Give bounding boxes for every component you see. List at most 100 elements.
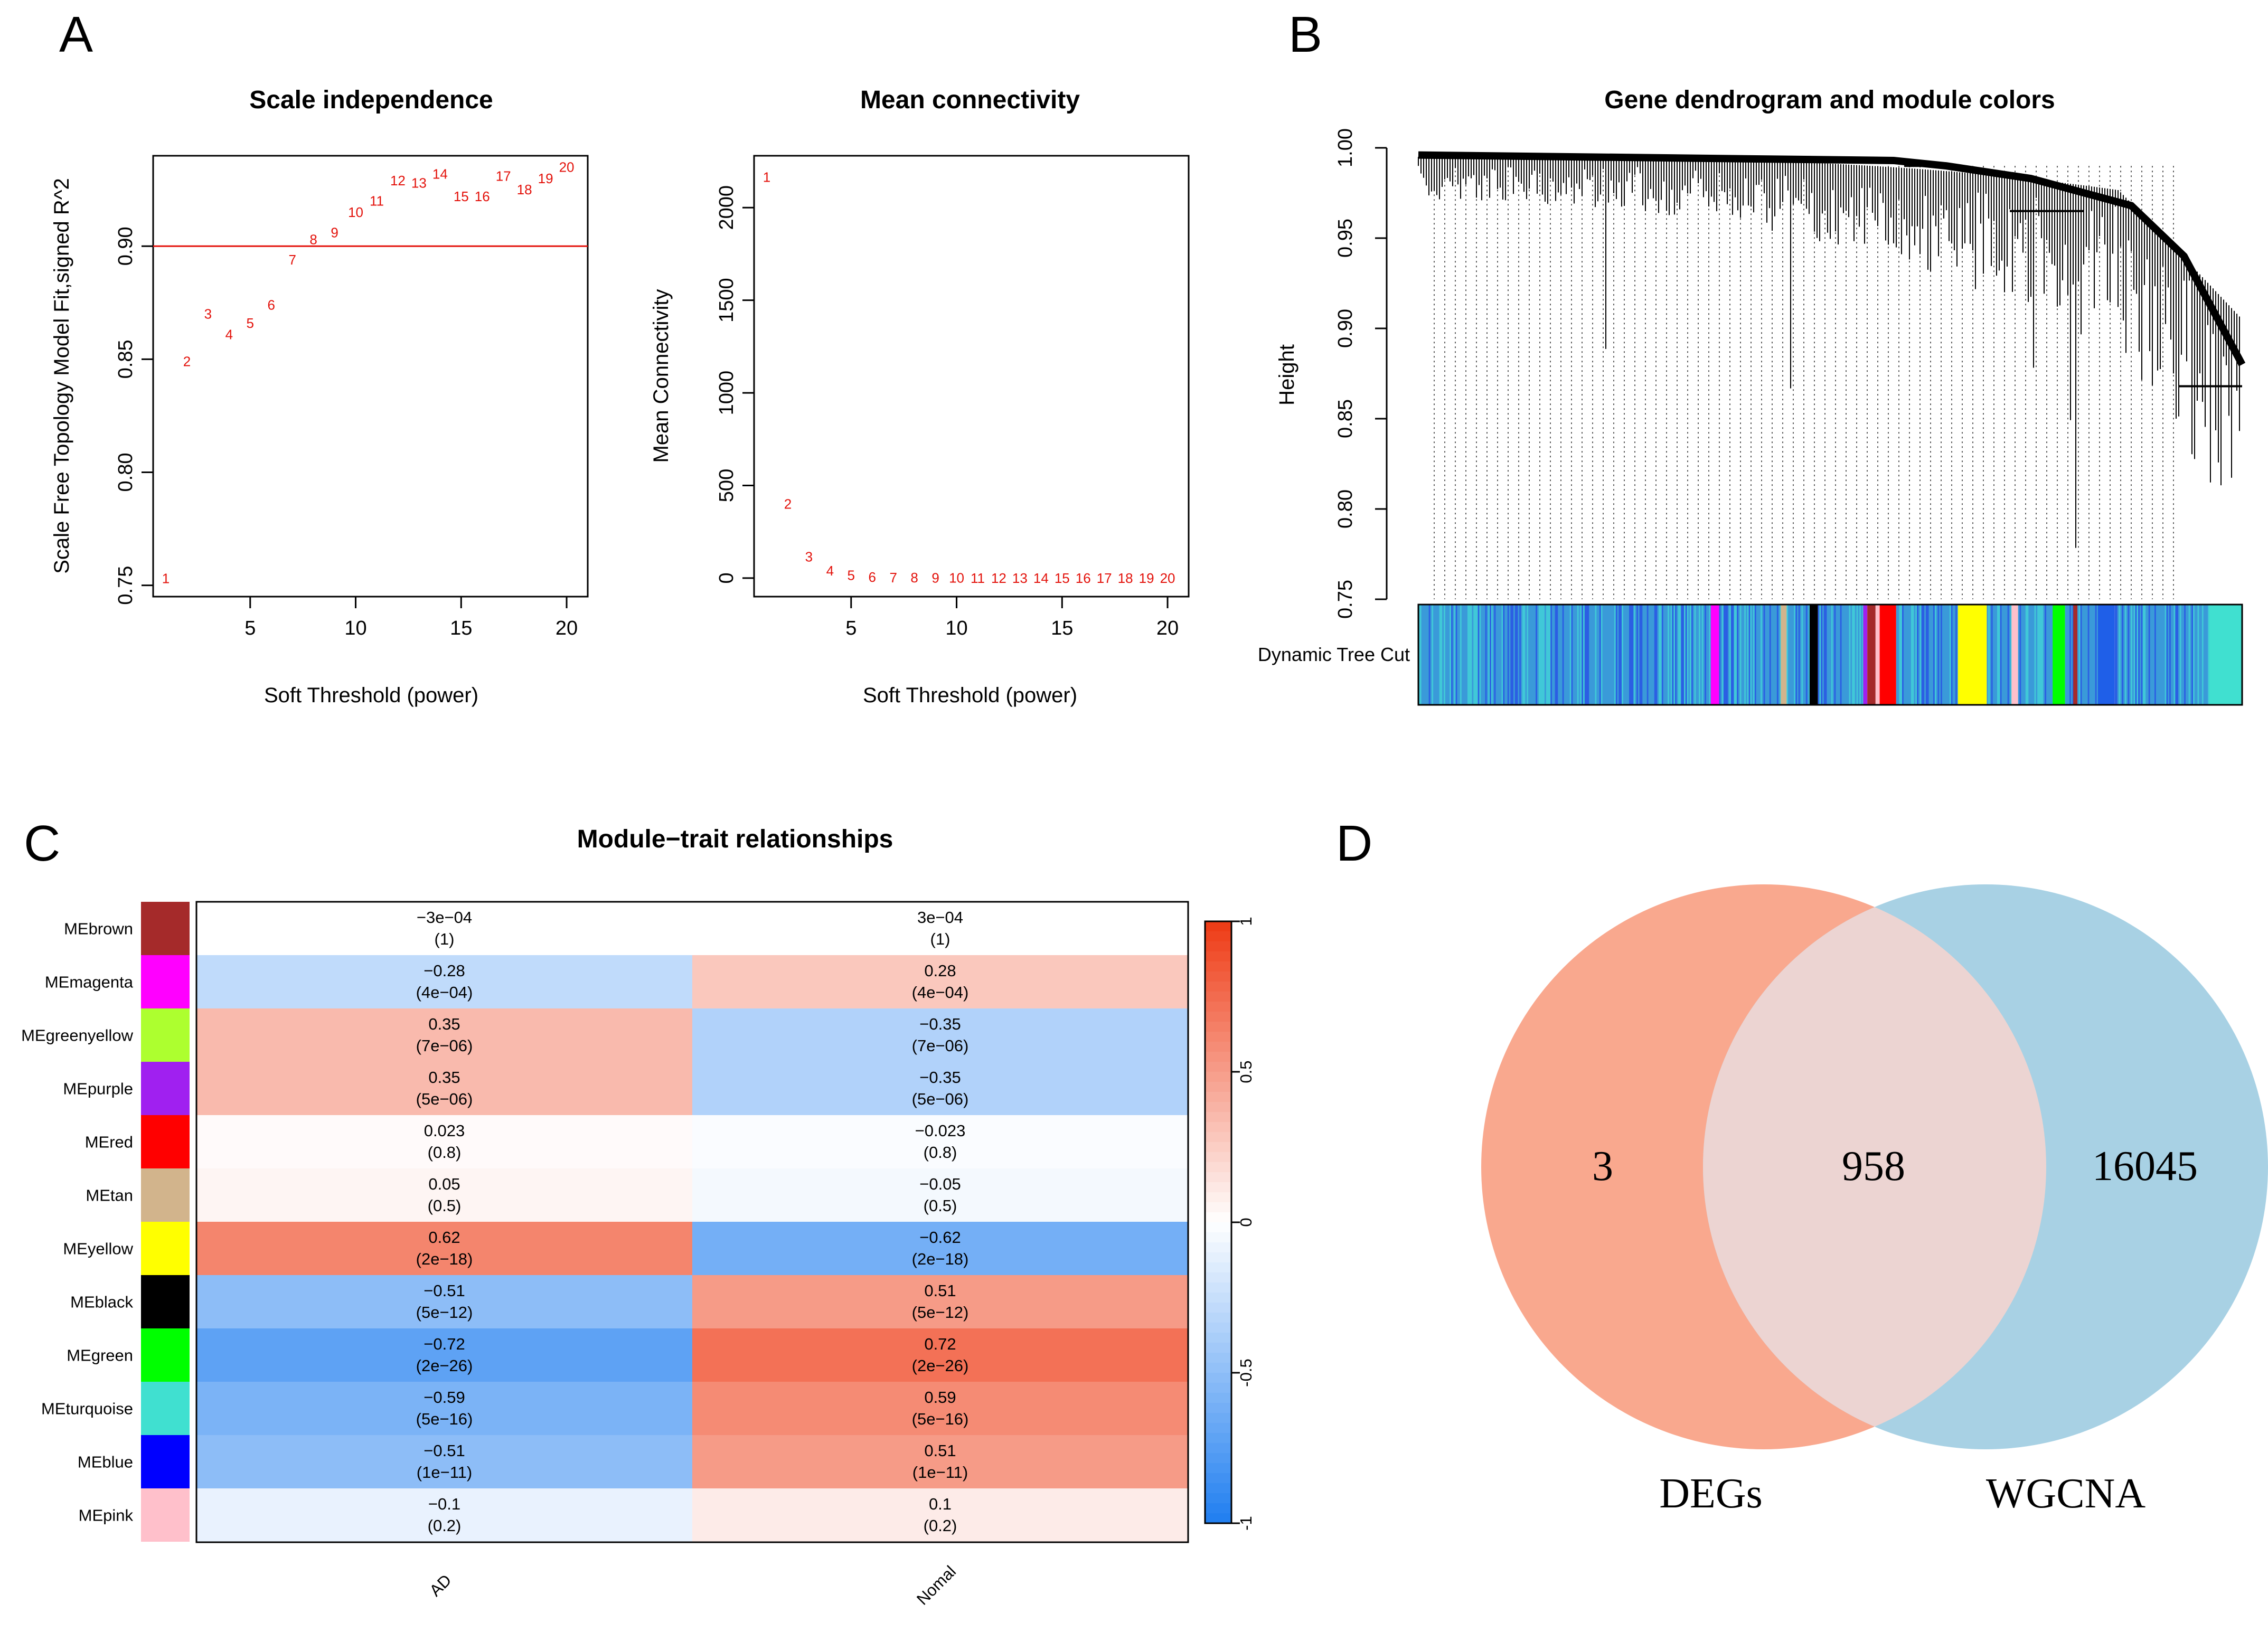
color-bar-stripe: [2024, 605, 2026, 705]
color-bar-stripe: [1660, 605, 1662, 705]
color-bar-stripe: [2001, 605, 2003, 705]
color-bar-stripe: [2000, 605, 2002, 705]
data-point: 1: [763, 169, 770, 185]
scale-band: [1205, 1443, 1231, 1454]
color-bar-stripe: [2080, 605, 2083, 705]
color-bar-stripe: [1791, 605, 1793, 705]
color-bar-stripe: [1463, 605, 1465, 705]
color-bar-stripe: [1657, 605, 1659, 705]
scale-band: [1205, 1473, 1231, 1484]
color-bar-stripe: [1573, 605, 1575, 705]
color-bar-stripe: [1536, 605, 1538, 705]
heatmap-cell: [692, 902, 1188, 955]
color-bar-stripe: [1856, 605, 1859, 705]
color-bar-stripe: [2170, 605, 2173, 705]
color-bar-stripe: [1988, 605, 1990, 705]
module-label: MEblack: [70, 1293, 133, 1312]
color-bar-stripe: [1750, 605, 1752, 705]
color-bar-stripe: [1772, 605, 1774, 705]
y-tick-label: 0.75: [115, 566, 137, 605]
color-bar-stripe: [1899, 605, 1901, 705]
color-bar-stripe: [1648, 605, 1650, 705]
color-bar-stripe: [1673, 605, 1676, 705]
color-bar-stripe: [1850, 605, 1852, 705]
color-bar-stripe: [1457, 605, 1459, 705]
color-bar-stripe: [2138, 605, 2140, 705]
color-bar-stripe: [1780, 605, 1782, 705]
venn-label-wgcna: WGCNA: [1986, 1470, 2145, 1517]
color-bar-stripe: [1946, 605, 1949, 705]
scale-band: [1205, 941, 1231, 952]
module-swatch: [141, 902, 190, 955]
color-bar-stripe: [1685, 605, 1688, 705]
color-bar-stripe: [1694, 605, 1697, 705]
color-bar-block: [1879, 605, 1896, 705]
color-bar-stripe: [1804, 605, 1806, 705]
color-bar-stripe: [1583, 605, 1585, 705]
color-bar-stripe: [2019, 605, 2021, 705]
color-bar-stripe: [1707, 605, 1710, 705]
x-tick-label: 10: [945, 617, 967, 639]
heatmap-cell: [196, 1062, 692, 1115]
x-axis-label: Soft Threshold (power): [264, 684, 478, 707]
color-bar-stripe: [1987, 605, 1989, 705]
color-bar-stripe: [1516, 605, 1519, 705]
scale-independence-chart: Scale independence 5 10 15 200.750.800.850.…: [50, 86, 589, 707]
color-bar-stripe: [1562, 605, 1565, 705]
color-bar-block: [1875, 605, 1880, 705]
scale-band: [1205, 1032, 1231, 1042]
module-color-bar: [1418, 605, 2242, 705]
color-bar-stripe: [2132, 605, 2134, 705]
color-bar-stripe: [2131, 605, 2133, 705]
color-bar-stripe: [2065, 605, 2067, 705]
scale-band: [1205, 1012, 1231, 1022]
color-bar-stripe: [1469, 605, 1471, 705]
color-bar-stripe: [1670, 605, 1673, 705]
color-bar-stripe: [1523, 605, 1526, 705]
color-bar-stripe: [1436, 605, 1438, 705]
data-point: 9: [331, 225, 338, 241]
module-label: MEyellow: [63, 1240, 133, 1258]
color-bar-stripe: [2190, 605, 2192, 705]
x-tick-label: 15: [1051, 617, 1073, 639]
color-bar-stripe: [2191, 605, 2194, 705]
y-tick-label: 0.85: [115, 339, 137, 379]
color-bar-stripe: [1735, 605, 1737, 705]
color-bar-stripe: [2194, 605, 2197, 705]
color-bar-stripe: [2031, 605, 2034, 705]
color-bar-frame: [1417, 603, 2243, 706]
color-bar-stripe: [2091, 605, 2093, 705]
color-bar-stripe: [1513, 605, 1516, 705]
color-bar-stripe: [2021, 605, 2023, 705]
heatmap-cell: [196, 1275, 692, 1328]
module-swatch: [141, 1062, 190, 1115]
color-bar-stripe: [1509, 605, 1511, 705]
color-bar-stripe: [2177, 605, 2179, 705]
color-bar-stripe: [1917, 605, 1919, 705]
color-bar-stripe: [1645, 605, 1648, 705]
color-bar-stripe: [1544, 605, 1547, 705]
data-point: 18: [1118, 570, 1133, 586]
scale-band: [1205, 1052, 1231, 1062]
color-bar-stripe: [1639, 605, 1642, 705]
color-bar-stripe: [1442, 605, 1444, 705]
color-bar-stripe: [1720, 605, 1723, 705]
color-bar-stripe: [2193, 605, 2195, 705]
module-label: MEpink: [79, 1506, 134, 1525]
color-bar-stripe: [2092, 605, 2094, 705]
dendrogram-tree: [1418, 151, 2246, 599]
color-bar-stripe: [2037, 605, 2039, 705]
data-point: 15: [1055, 570, 1070, 586]
color-bar-stripe: [1481, 605, 1483, 705]
color-bar-stripe: [2206, 605, 2208, 705]
color-bar-stripe: [1759, 605, 1761, 705]
color-bar-stripe: [2045, 605, 2047, 705]
heatmap-cell: [692, 1115, 1188, 1168]
data-point: 14: [432, 166, 448, 182]
color-bar-stripe: [1951, 605, 1953, 705]
color-bar-stripe: [1992, 605, 1995, 705]
scale-band: [1205, 1313, 1231, 1323]
scale-band: [1205, 1142, 1231, 1153]
color-bar-stripe: [1825, 605, 1828, 705]
color-bar-stripe: [1696, 605, 1698, 705]
